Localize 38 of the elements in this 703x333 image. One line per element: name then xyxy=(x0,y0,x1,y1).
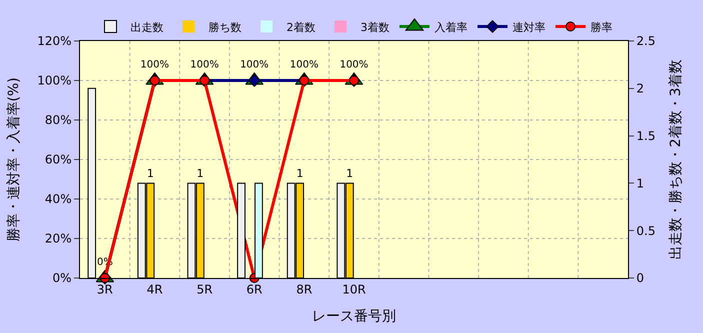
data-label: 1 xyxy=(296,167,304,180)
y-tick-label: 40% xyxy=(44,192,72,206)
y-axis-title: 勝率・連対率・入着率(%) xyxy=(6,77,22,242)
y-tick-label: 20% xyxy=(44,232,72,246)
data-label: 100% xyxy=(140,60,170,71)
y-tick-label: 80% xyxy=(44,113,72,128)
y2-tick-label: 0 xyxy=(636,271,644,286)
data-label: 1 xyxy=(346,167,354,180)
data-label: 100% xyxy=(340,60,368,71)
x-tick-label: 6R xyxy=(246,282,262,296)
y2-tick-label: 0.5 xyxy=(636,224,656,238)
x-tick-label: 5R xyxy=(196,282,213,296)
data-label: 100% xyxy=(290,60,318,71)
x-tick-label: 10R xyxy=(342,282,366,296)
data-label: 100% xyxy=(240,60,269,71)
y2-tick-label: 2.5 xyxy=(636,34,656,48)
data-label: 1 xyxy=(196,167,204,180)
legend-label: 勝ち数 xyxy=(208,20,242,34)
legend-label: 連対率 xyxy=(512,20,546,34)
y2-axis-title: 出走数・勝ち数・2着数・3着数 xyxy=(668,60,684,260)
x-tick-label: 3R xyxy=(96,282,113,296)
legend-label: 3着数 xyxy=(360,20,390,34)
x-tick-label: 8R xyxy=(296,282,312,296)
legend-label: 出走数 xyxy=(130,20,164,34)
data-label: 1 xyxy=(146,167,154,180)
y-tick-label: 60% xyxy=(44,152,72,167)
y-tick-label: 0% xyxy=(52,271,72,286)
x-tick-label: 4R xyxy=(146,282,163,296)
y2-tick-label: 2 xyxy=(636,82,644,96)
y-tick-label: 120% xyxy=(37,34,72,48)
legend-label: 2着数 xyxy=(286,20,316,34)
y2-tick-label: 1 xyxy=(636,176,644,190)
x-axis-title: レース番号別 xyxy=(312,308,396,325)
y-tick-label: 100% xyxy=(37,74,72,88)
y2-tick-label: 1.5 xyxy=(636,129,656,143)
data-label: 100% xyxy=(190,60,219,71)
legend-label: 勝率 xyxy=(590,20,612,34)
legend-label: 入着率 xyxy=(434,20,468,34)
